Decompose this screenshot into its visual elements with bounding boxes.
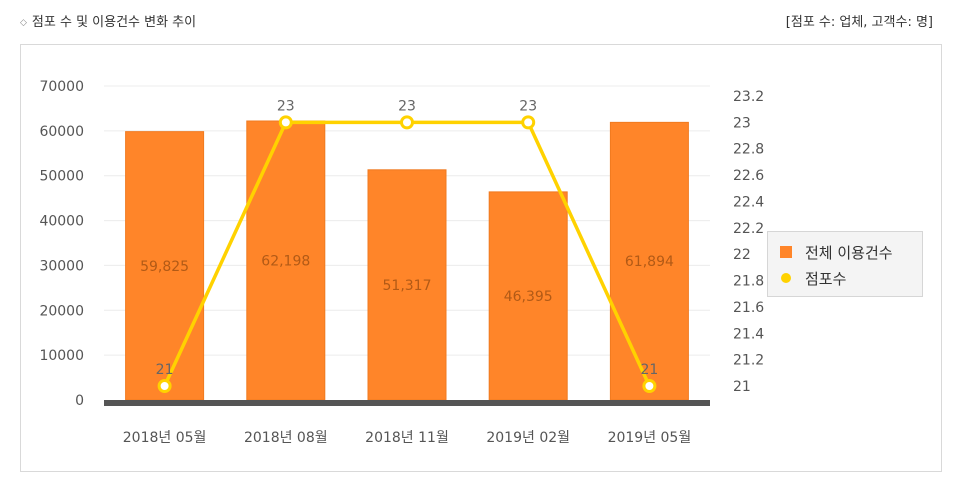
left-axis-tick-label: 70000 [39,79,84,95]
left-axis-tick-label: 50000 [39,169,84,185]
right-axis-tick-label: 22 [733,247,751,263]
bar-value-label: 61,894 [625,254,674,270]
bar-value-label: 51,317 [383,278,432,294]
line-value-label: 21 [156,362,174,378]
right-axis-tick-label: 23.2 [733,89,764,105]
right-axis-tick-label: 22.8 [733,142,764,158]
bar-value-label: 62,198 [261,253,310,269]
bar-value-label: 59,825 [140,259,189,275]
right-axis-tick-label: 22.2 [733,221,764,237]
right-axis-tick-label: 22.4 [733,194,764,210]
bar-value-label: 46,395 [504,289,553,305]
bar [246,120,326,401]
left-axis-tick-label: 10000 [39,348,84,364]
x-axis-tick-label: 2019년 05월 [608,430,692,446]
line-value-label: 23 [277,98,295,114]
right-axis-tick-label: 21.4 [733,326,764,342]
line-value-label: 23 [398,98,416,114]
chart-legend: 전체 이용건수 점포수 [767,231,923,297]
x-axis-tick-label: 2019년 02월 [486,430,570,446]
unit-note: [점포 수: 업체, 고객수: 명] [785,15,933,30]
legend-swatch-line [781,273,791,283]
left-axis-tick-label: 30000 [39,258,84,274]
line-point [521,115,536,130]
left-axis-tick-label: 0 [75,393,84,409]
left-axis-tick-label: 40000 [39,214,84,230]
bar [609,121,689,401]
right-axis-tick-label: 23 [733,115,751,131]
x-axis-tick-label: 2018년 08월 [244,430,328,446]
x-axis-tick-label: 2018년 11월 [365,430,449,446]
line-value-label: 21 [640,362,658,378]
line-point [642,379,657,393]
left-axis-tick-label: 20000 [39,303,84,319]
bar [488,191,568,401]
legend-swatch-bars [780,246,792,258]
x-axis-baseline [104,400,710,406]
left-axis-tick-label: 60000 [39,124,84,140]
bar [125,131,205,401]
right-axis-tick-label: 21.2 [733,353,764,369]
chart-title-text: 점포 수 및 이용건수 변화 추이 [31,15,197,30]
legend-item-line[interactable]: 점포수 [780,268,846,288]
legend-item-bars[interactable]: 전체 이용건수 [780,242,893,262]
chart-frame [20,44,942,472]
right-axis-tick-label: 21.6 [733,300,764,316]
chart-title: ◇ 점포 수 및 이용건수 변화 추이 [20,11,196,30]
diamond-bullet-icon: ◇ [20,18,27,28]
x-axis-tick-label: 2018년 05월 [123,430,207,446]
legend-label-line: 점포수 [805,269,847,288]
right-axis-tick-label: 21.8 [733,274,764,290]
right-axis-tick-label: 22.6 [733,168,764,184]
line-point [278,115,293,130]
line-value-label: 23 [519,98,537,114]
right-axis-tick-label: 21 [733,379,751,395]
line-point [157,379,172,393]
line-point [400,115,414,130]
legend-label-bars: 전체 이용건수 [805,243,893,262]
